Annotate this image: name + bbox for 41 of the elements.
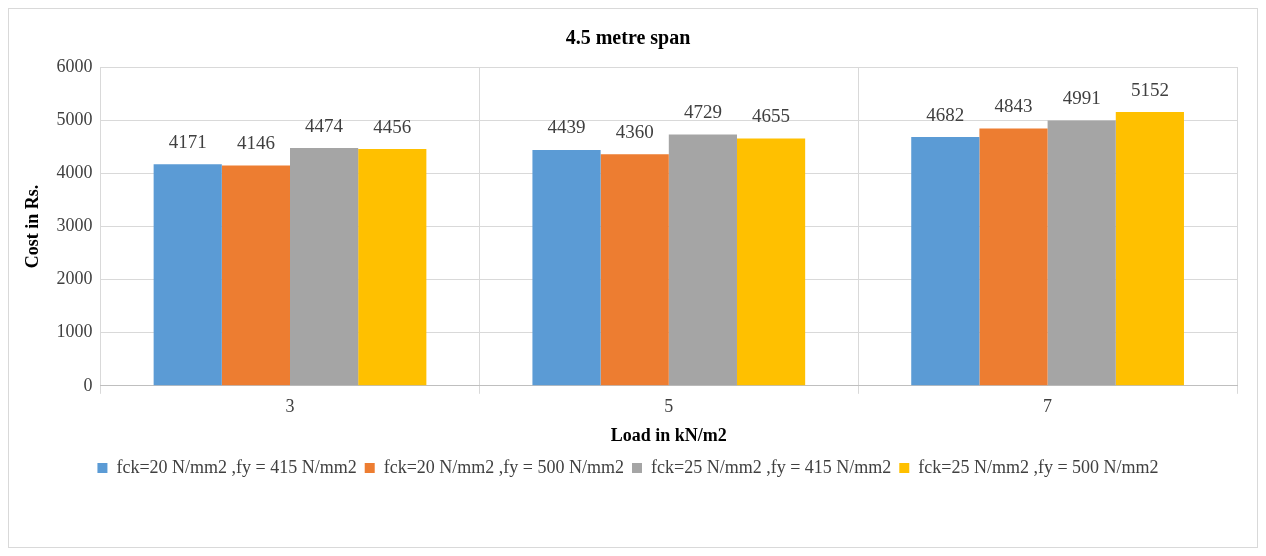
data-label: 4729 [683,101,722,123]
y-tick-label: 6000 [56,55,93,76]
bar [979,128,1048,386]
y-axis-title: Cost in Rs. [22,184,43,269]
y-tick-label: 3000 [56,215,93,236]
x-axis-title: Load in kN/m2 [610,424,727,445]
data-label: 4439 [547,116,586,138]
data-label: 4456 [373,115,412,137]
data-label: 4146 [236,131,275,153]
data-label: 5152 [1130,78,1169,100]
data-label: 4360 [615,120,654,142]
legend-label: fck=25 N/mm2 ,fy = 500 N/mm2 [918,456,1159,477]
data-label: 4171 [168,130,207,152]
bar [358,149,427,386]
data-label: 4474 [305,114,344,136]
data-label: 4682 [926,103,965,125]
bar [532,149,601,386]
data-label: 4655 [752,104,791,126]
y-tick-label: 5000 [56,108,93,129]
chart-title: 4.5 metre span [565,26,691,50]
y-tick-label: 4000 [56,162,93,182]
bar [153,164,222,386]
data-label: 4843 [994,94,1033,116]
y-tick-label: 1000 [56,321,93,342]
y-tick-label: 2000 [56,268,93,289]
bar [1115,112,1184,386]
bar [221,165,290,386]
bar [600,154,669,386]
legend-label: fck=20 N/mm2 ,fy = 500 N/mm2 [383,456,625,477]
bar [290,148,359,386]
bar [736,138,806,386]
data-label: 4991 [1062,87,1101,109]
bar [668,134,737,386]
x-tick-label: 7 [1043,396,1053,417]
legend-label: fck=25 N/mm2 ,fy = 415 N/mm2 [651,456,892,477]
y-tick-label: 0 [83,374,93,395]
legend-label: fck=20 N/mm2 ,fy = 415 N/mm2 [116,456,357,477]
bar [1047,120,1116,386]
bar [911,137,980,386]
x-tick-label: 5 [664,396,674,417]
x-tick-label: 3 [285,396,295,417]
